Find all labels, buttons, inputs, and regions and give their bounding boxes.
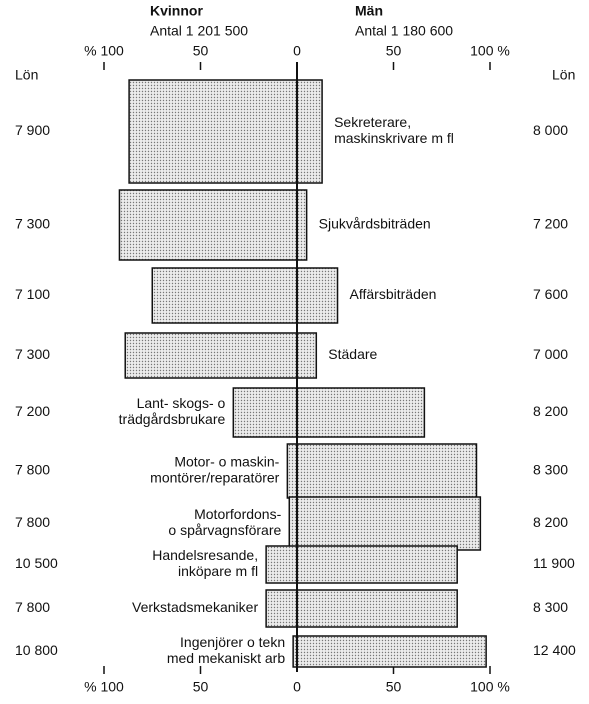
salary-label: 7 100 [15,286,50,302]
category-label: Ingenjörer o tekn [180,634,285,650]
salary-label: 8 300 [533,599,568,615]
bar [296,387,426,438]
salary-label: 7 200 [533,216,568,232]
x-tick-label: 50 [386,679,402,695]
salary-label: 10 500 [15,555,58,571]
salary-label: 7 300 [15,346,50,362]
x-tick-label: % 100 [84,679,124,695]
salary-header: Lön [552,67,575,83]
salary-label: 8 200 [533,403,568,419]
salary-label: 12 400 [533,642,576,658]
bar [296,443,478,499]
salary-label: 7 300 [15,216,50,232]
bar [296,589,458,628]
bar [288,496,298,551]
bar [286,443,298,499]
bar [296,635,487,668]
salary-label: 7 600 [533,286,568,302]
bar [296,189,308,261]
salary-label: 8 300 [533,462,568,478]
bar [118,189,298,261]
bar [296,496,482,551]
salary-label: 10 800 [15,642,58,658]
bar [151,267,298,324]
category-label: Motor- o maskin- [174,454,279,470]
salary-label: 8 200 [533,514,568,530]
x-tick-label: 100 % [470,43,510,59]
salary-label: 7 900 [15,122,50,138]
bar [296,267,339,324]
x-tick-label: % 100 [84,43,124,59]
bar [128,79,298,184]
salary-label: 7 800 [15,599,50,615]
left-title: Kvinnor [150,3,203,19]
bar [265,545,298,584]
category-label: inköpare m fl [178,563,258,579]
x-tick-label: 100 % [470,679,510,695]
category-label: Motorfordons- [194,506,281,522]
bar [232,387,298,438]
bar [124,332,298,379]
category-label: maskinskrivare m fl [334,130,454,146]
category-label: Städare [328,346,377,362]
salary-label: 8 000 [533,122,568,138]
category-label: o spårvagnsförare [168,522,281,538]
category-label: montörer/reparatörer [150,470,280,486]
salary-label: 7 200 [15,403,50,419]
bar [296,79,323,184]
salary-label: 7 800 [15,514,50,530]
salary-header: Lön [15,67,38,83]
x-tick-label: 0 [293,679,301,695]
salary-label: 7 000 [533,346,568,362]
salary-label: 7 800 [15,462,50,478]
x-tick-label: 0 [293,43,301,59]
category-label: Sekreterare, [334,114,411,130]
category-label: trädgårdsbrukare [119,411,226,427]
category-label: Verkstadsmekaniker [132,599,258,615]
category-label: Sjukvårdsbiträden [319,216,431,232]
bar [296,545,458,584]
x-tick-label: 50 [386,43,402,59]
left-subtitle: Antal 1 201 500 [150,23,248,39]
x-tick-label: 50 [193,679,209,695]
right-subtitle: Antal 1 180 600 [355,23,453,39]
salary-label: 11 900 [533,555,575,571]
category-label: Lant- skogs- o [137,395,226,411]
category-label: Affärsbiträden [350,286,437,302]
bar [265,589,298,628]
category-label: Handelsresande, [152,547,258,563]
right-title: Män [355,3,383,19]
x-tick-label: 50 [193,43,209,59]
bar [296,332,318,379]
category-label: med mekaniskt arb [167,650,285,666]
